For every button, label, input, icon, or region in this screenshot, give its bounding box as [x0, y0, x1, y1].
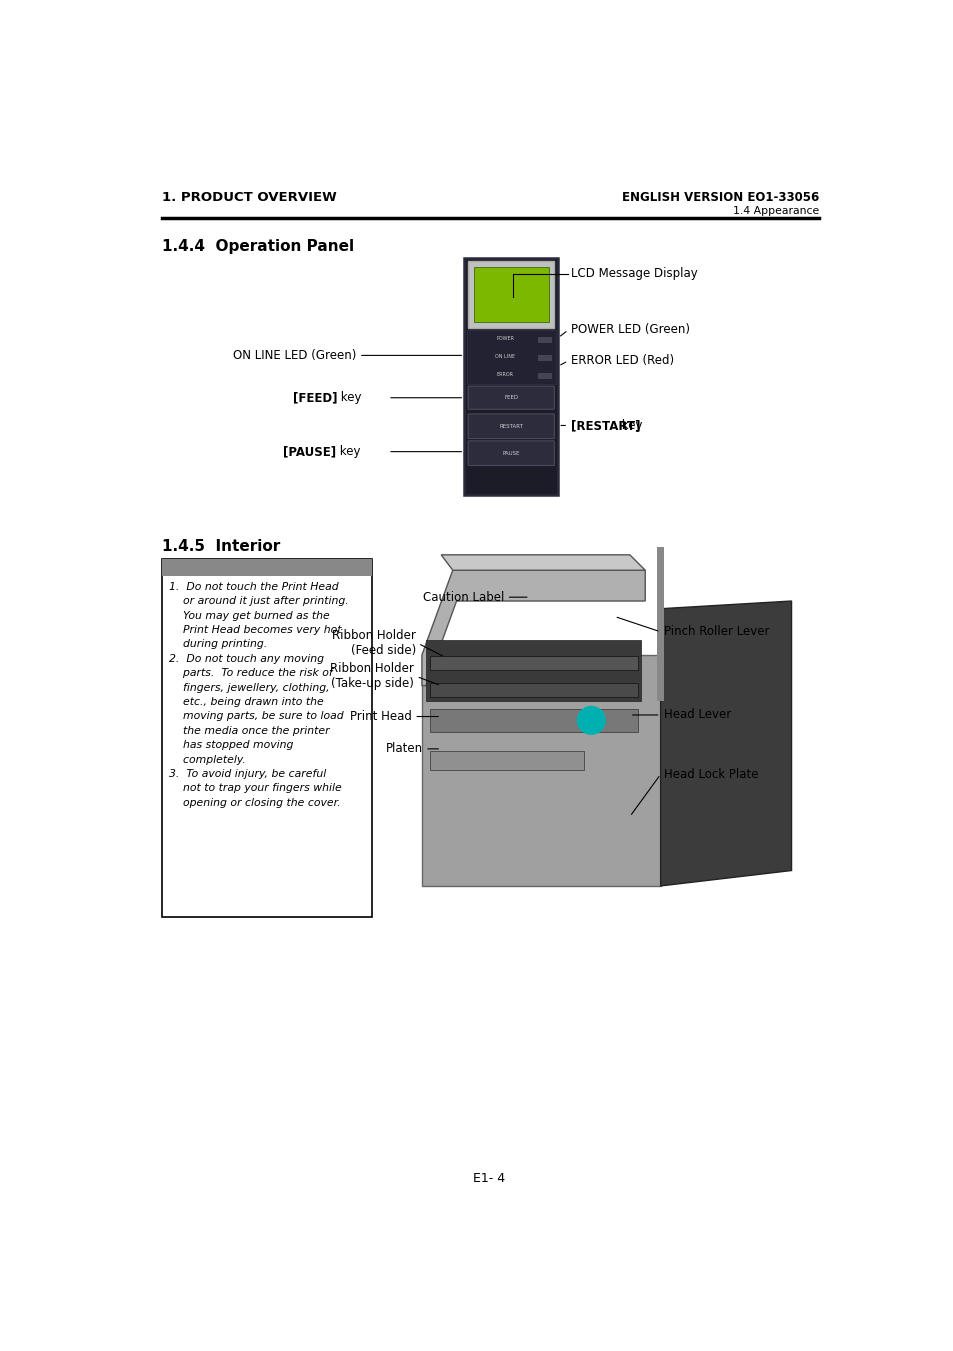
Bar — [429, 751, 583, 770]
FancyBboxPatch shape — [468, 413, 554, 439]
Text: [FEED]: [FEED] — [293, 392, 336, 404]
Text: Caution Label: Caution Label — [422, 590, 504, 604]
Bar — [656, 547, 664, 701]
Text: Platen: Platen — [385, 742, 422, 755]
Text: Head Lever: Head Lever — [664, 708, 731, 721]
Text: ERROR LED (Red): ERROR LED (Red) — [570, 354, 673, 367]
Circle shape — [577, 707, 604, 734]
FancyBboxPatch shape — [468, 386, 554, 409]
Text: [RESTART]: [RESTART] — [570, 419, 639, 432]
FancyBboxPatch shape — [468, 440, 554, 466]
Bar — [425, 639, 640, 701]
Text: 1.4 Appearance: 1.4 Appearance — [732, 205, 819, 216]
Text: RESTART: RESTART — [498, 424, 522, 428]
Text: Pinch Roller Lever: Pinch Roller Lever — [664, 626, 769, 638]
Bar — [464, 258, 558, 494]
Text: Head Lock Plate: Head Lock Plate — [664, 767, 759, 781]
Text: ON LINE: ON LINE — [495, 354, 515, 359]
Text: ERROR: ERROR — [497, 373, 513, 377]
Text: [PAUSE]: [PAUSE] — [282, 444, 335, 458]
Bar — [161, 559, 372, 917]
Text: Ribbon Holder
(Feed side): Ribbon Holder (Feed side) — [332, 630, 416, 658]
Bar — [429, 684, 637, 697]
Text: LCD Message Display: LCD Message Display — [570, 267, 697, 280]
Bar — [429, 709, 637, 732]
Bar — [537, 336, 552, 343]
Bar — [161, 559, 372, 576]
Polygon shape — [440, 555, 644, 570]
Text: 1.4.4  Operation Panel: 1.4.4 Operation Panel — [161, 239, 354, 254]
Bar — [429, 657, 637, 670]
Bar — [421, 655, 659, 886]
Text: Print Head: Print Head — [350, 711, 412, 723]
Text: E1- 4: E1- 4 — [473, 1173, 504, 1185]
Polygon shape — [659, 601, 791, 886]
Bar — [537, 354, 552, 361]
Text: key: key — [336, 392, 361, 404]
Text: 1.4.5  Interior: 1.4.5 Interior — [161, 539, 279, 554]
Text: ON LINE LED (Green): ON LINE LED (Green) — [233, 349, 356, 362]
Text: FEED: FEED — [504, 396, 517, 400]
Text: key: key — [335, 444, 360, 458]
Text: POWER LED (Green): POWER LED (Green) — [570, 323, 689, 336]
Text: 1. PRODUCT OVERVIEW: 1. PRODUCT OVERVIEW — [161, 192, 336, 204]
Bar — [468, 261, 554, 328]
Bar — [537, 373, 552, 378]
Text: POWER: POWER — [496, 336, 514, 342]
Text: key: key — [618, 419, 642, 432]
Bar — [466, 330, 556, 384]
Polygon shape — [421, 570, 644, 686]
Text: Ribbon Holder
(Take-up side): Ribbon Holder (Take-up side) — [330, 662, 414, 690]
Text: ENGLISH VERSION EO1-33056: ENGLISH VERSION EO1-33056 — [621, 192, 819, 204]
Text: PAUSE: PAUSE — [502, 451, 519, 455]
Bar — [473, 267, 548, 322]
Text: 1.  Do not touch the Print Head
    or around it just after printing.
    You ma: 1. Do not touch the Print Head or around… — [170, 582, 349, 808]
